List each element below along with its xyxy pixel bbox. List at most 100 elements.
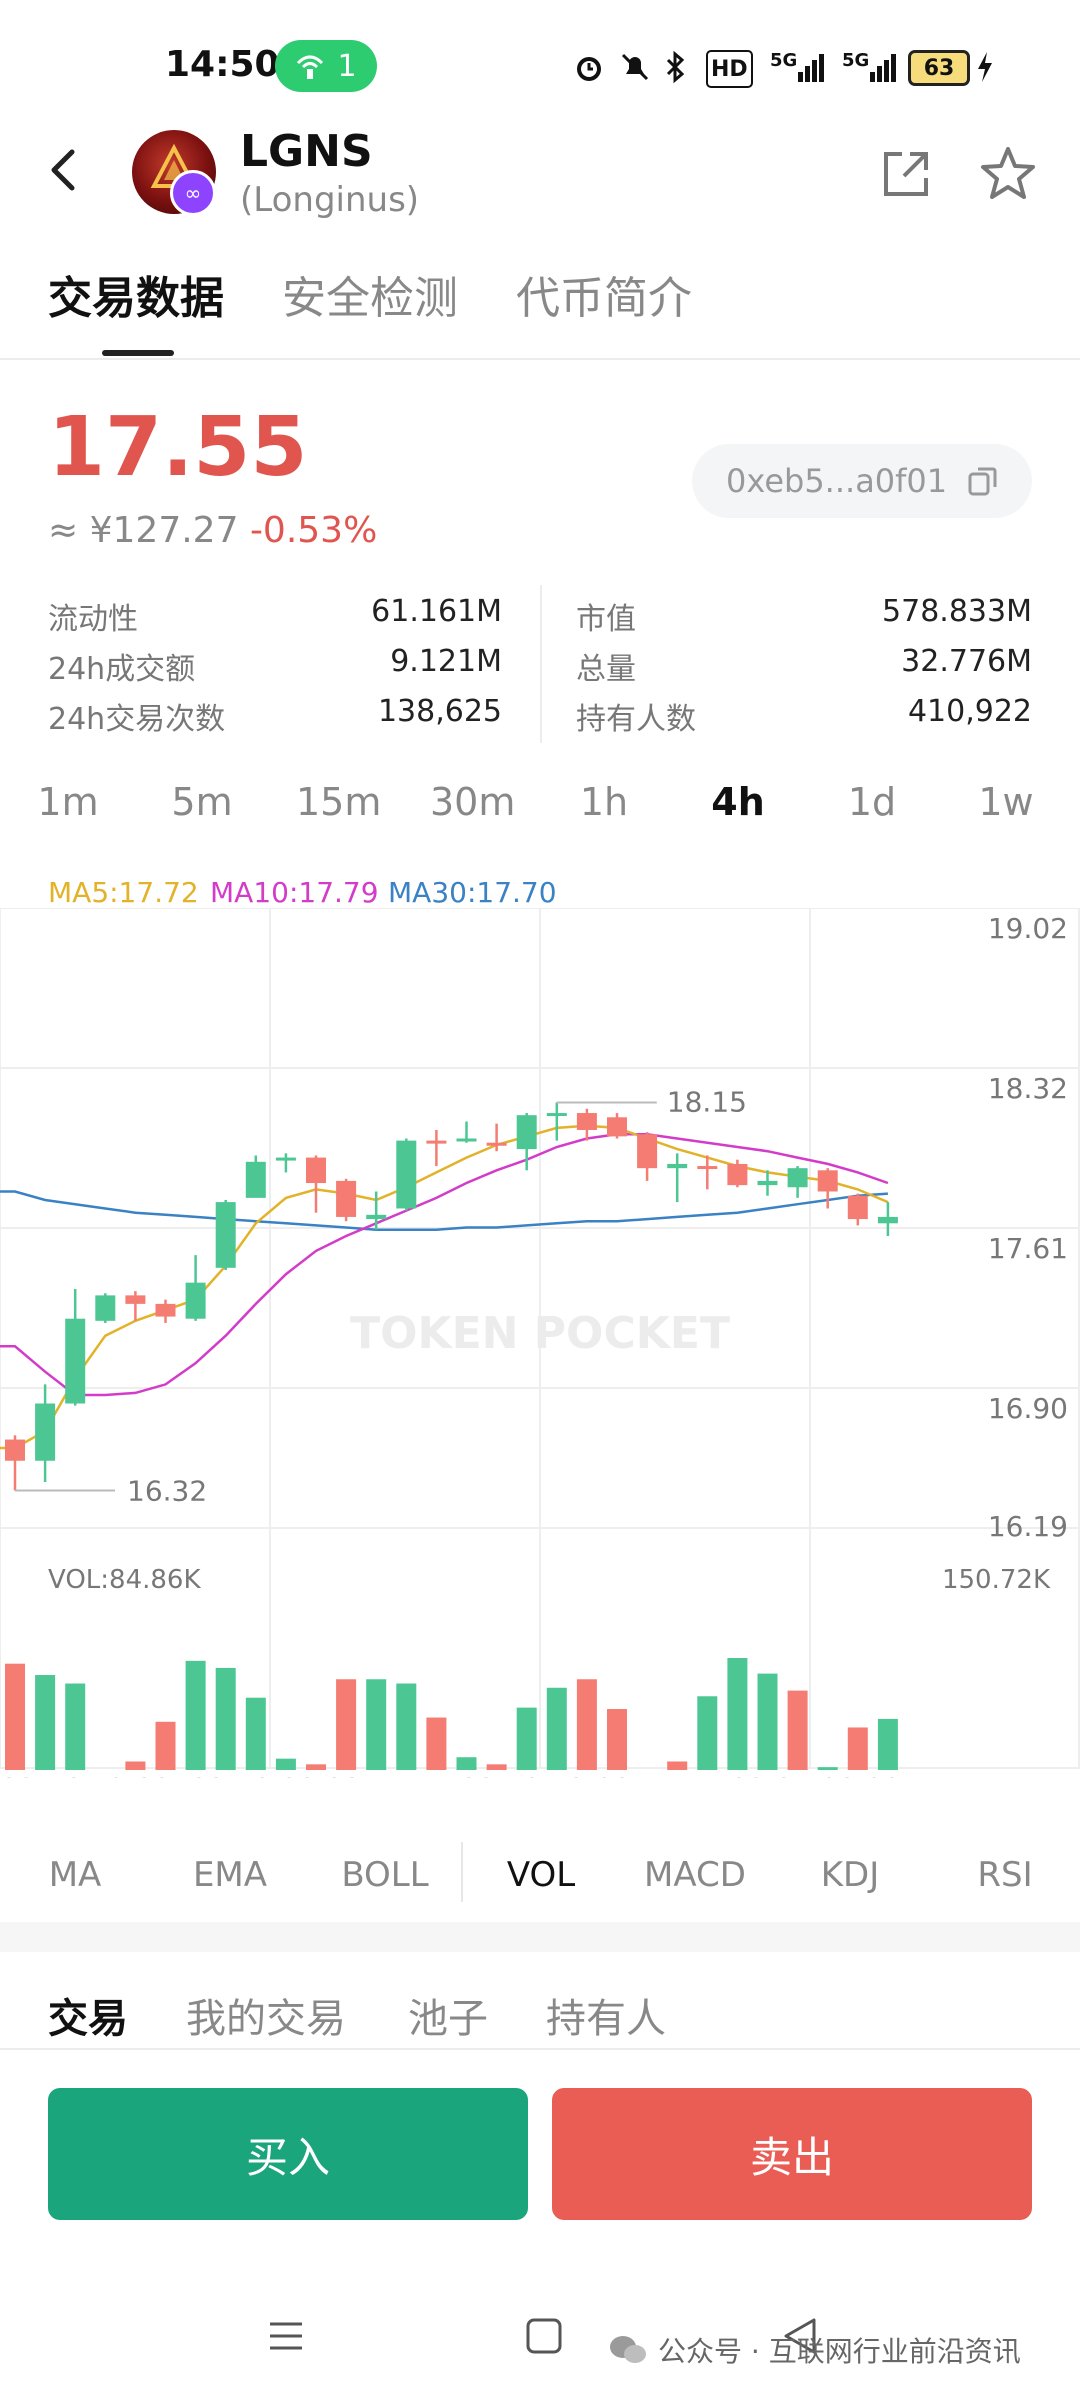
volume-bar (817, 1767, 838, 1770)
indicator-tab-ema[interactable]: EMA (192, 1855, 268, 1895)
candle-body (697, 1166, 718, 1170)
watermark-text: 公众号 · 互联网行业前沿资讯 (658, 2335, 1021, 2368)
interval-1h[interactable]: 1h (579, 780, 629, 824)
volume-bar (426, 1717, 447, 1770)
volume-bar (607, 1709, 627, 1770)
menu-icon[interactable] (266, 2316, 306, 2356)
candle-body (336, 1180, 357, 1217)
volume-bar (65, 1683, 86, 1770)
battery-icon: 63 (908, 50, 970, 86)
volume-bar (306, 1764, 326, 1770)
y-tick-label: 16.90 (988, 1392, 1068, 1425)
tab-trade-data[interactable]: 交易数据 (48, 273, 224, 324)
interval-1m[interactable]: 1m (37, 780, 99, 824)
volume-bar (727, 1658, 748, 1770)
y-tick-label: 19.02 (988, 912, 1068, 945)
interval-1w[interactable]: 1w (978, 780, 1034, 824)
mute-icon (618, 50, 652, 84)
token-name: (Longinus) (240, 180, 420, 220)
ma5-line (0, 1124, 889, 1450)
candle-body (817, 1170, 838, 1192)
tab-security-check[interactable]: 安全检测 (282, 273, 458, 324)
candle-body (456, 1138, 477, 1142)
interval-1d[interactable]: 1d (847, 780, 897, 824)
candle-body (35, 1403, 56, 1461)
sell-button[interactable]: 卖出 (552, 2088, 1032, 2220)
tab-my-trades[interactable]: 我的交易 (186, 1996, 346, 2042)
battery-level: 63 (923, 55, 955, 81)
indicator-tab-rsi[interactable]: RSI (977, 1855, 1033, 1895)
home-icon[interactable] (524, 2316, 564, 2356)
indicator-tab-ma[interactable]: MA (48, 1855, 102, 1895)
volume-bar (486, 1764, 507, 1770)
interval-5m[interactable]: 5m (171, 780, 233, 824)
ma30-line (0, 1190, 888, 1231)
indicator-tab-vol[interactable]: VOL (506, 1855, 576, 1895)
candles (5, 1102, 898, 1491)
candle-body (185, 1282, 206, 1319)
system-nav-bar (0, 2290, 1080, 2400)
volume-bar (757, 1673, 778, 1770)
volume-bar (185, 1660, 206, 1770)
candle-body (125, 1295, 146, 1304)
back-nav-icon[interactable] (780, 2316, 820, 2356)
candle-body (426, 1140, 447, 1144)
volume-label: VOL:84.86K (48, 1565, 201, 1595)
candle-body (787, 1168, 808, 1188)
watermark: 公众号 · 互联网行业前沿资讯 (608, 2330, 1021, 2370)
y-tick-label: 16.19 (988, 1510, 1068, 1543)
volume-bar (35, 1675, 56, 1770)
candle-body (5, 1439, 25, 1461)
indicator-tab-boll[interactable]: BOLL (341, 1855, 429, 1895)
price-change: -0.53% (249, 510, 378, 551)
chevron-left-icon (51, 149, 75, 191)
interval-4h[interactable]: 4h (711, 780, 765, 824)
tab-trades[interactable]: 交易 (48, 1996, 128, 2042)
indicator-tab-macd[interactable]: MACD (644, 1855, 746, 1895)
candle-body (366, 1214, 387, 1220)
candle-body (637, 1134, 658, 1169)
candle-body (215, 1202, 236, 1268)
contract-address-button[interactable]: 0xeb5...a0f01 (692, 444, 1032, 518)
volume-bar (336, 1679, 357, 1770)
chart-grid (0, 908, 1080, 1769)
interval-15m[interactable]: 15m (296, 780, 382, 824)
candle-body (667, 1163, 688, 1169)
y-axis-labels: 19.02 18.32 17.61 16.90 16.19 (988, 912, 1068, 1543)
candle-body (847, 1195, 868, 1220)
share-button[interactable] (880, 148, 932, 200)
tab-holders[interactable]: 持有人 (546, 1996, 666, 2042)
x-tick-label: 03-19 12:00 (460, 1772, 631, 1778)
buy-button[interactable]: 买入 (48, 2088, 528, 2220)
ma10-line (0, 1133, 889, 1397)
tab-pools[interactable]: 池子 (408, 1996, 488, 2042)
stat-total-supply-label: 总量 (576, 652, 636, 687)
volume-bar (5, 1663, 25, 1770)
ma30-legend: MA30:17.70 (388, 876, 557, 909)
ma5-legend: MA5:17.72 (48, 876, 199, 909)
stat-24h-trades-value: 138,625 (377, 694, 502, 729)
candle-body (757, 1180, 778, 1186)
volume-bar (877, 1718, 898, 1770)
favorite-button[interactable] (978, 144, 1038, 204)
star-icon (981, 147, 1035, 199)
volume-max-label: 150.72K (942, 1565, 1051, 1595)
interval-30m[interactable]: 30m (430, 780, 516, 824)
active-tab-indicator (102, 350, 174, 356)
x-tick-label: 03-16 12:00 (0, 1772, 171, 1778)
stat-market-cap-value: 578.833M (882, 594, 1032, 629)
volume-bar (366, 1679, 387, 1770)
indicator-tab-kdj[interactable]: KDJ (820, 1855, 880, 1895)
back-button[interactable] (44, 140, 84, 200)
tab-token-intro[interactable]: 代币简介 (516, 273, 692, 324)
candle-body (576, 1113, 597, 1131)
candle-body (275, 1157, 296, 1161)
indicator-divider (461, 1842, 463, 1902)
status-time: 14:50 (165, 44, 280, 85)
signal-5g-secondary-label: 5G (842, 50, 870, 71)
volume-bar (576, 1679, 597, 1770)
current-price: 17.55 (48, 400, 308, 495)
candle-body (396, 1140, 417, 1209)
price-subline: ≈ ¥127.27 -0.53% (48, 510, 377, 551)
price-chart[interactable]: TOKEN POCKET 19.02 18.32 17.61 16.90 16.19 1… (0, 908, 1080, 1778)
